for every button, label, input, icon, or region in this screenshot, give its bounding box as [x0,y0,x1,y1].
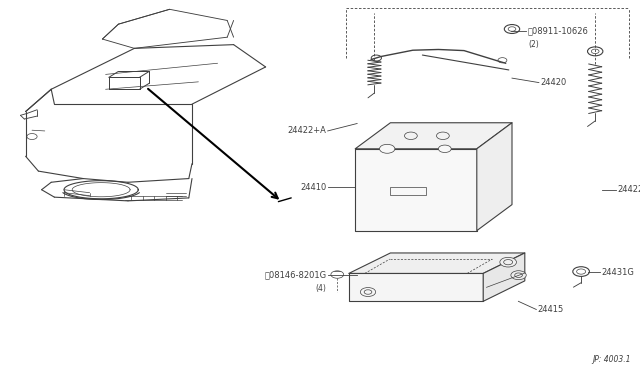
Circle shape [511,271,526,280]
Text: Ⓐ08146-8201G: Ⓐ08146-8201G [264,270,326,279]
Circle shape [436,132,449,140]
Polygon shape [349,253,525,273]
Polygon shape [349,273,483,301]
Bar [390,187,426,195]
Circle shape [360,288,376,296]
Text: 24431G: 24431G [602,268,634,277]
Text: 24422: 24422 [618,185,640,194]
Text: 24422+A: 24422+A [287,126,326,135]
Polygon shape [355,123,512,149]
Circle shape [380,144,395,153]
Circle shape [404,132,417,140]
Circle shape [500,257,516,267]
Text: 24415: 24415 [538,305,564,314]
Text: 24410: 24410 [300,183,326,192]
Polygon shape [477,123,512,231]
Text: (2): (2) [528,40,539,49]
Polygon shape [483,253,525,301]
Text: ⓝ08911-10626: ⓝ08911-10626 [528,26,589,35]
Polygon shape [355,149,477,231]
Circle shape [438,145,451,153]
Text: 24420: 24420 [541,78,567,87]
Text: JP: 4003.1: JP: 4003.1 [592,355,630,364]
Text: (4): (4) [316,284,326,293]
